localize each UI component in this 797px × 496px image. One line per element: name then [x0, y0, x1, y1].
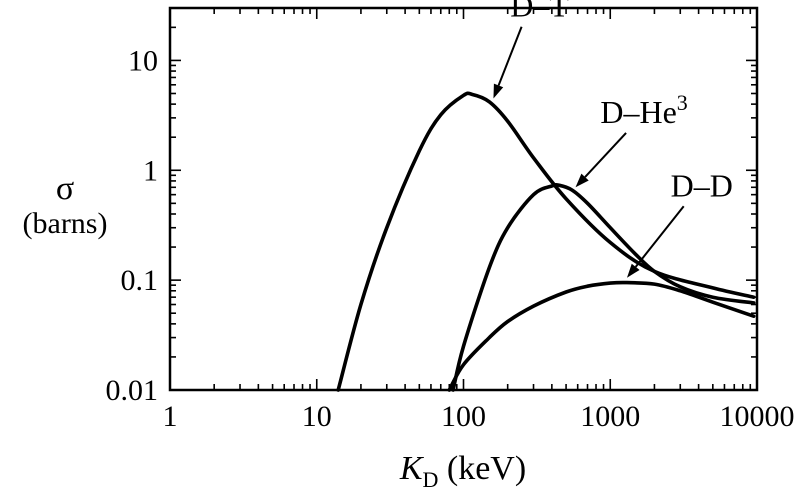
annotations-layer: D–T D–He3 D–D [493, 0, 733, 278]
arrow-d-d [634, 205, 685, 268]
y-tick-label-10: 10 [128, 44, 158, 77]
arrowhead-d-he3 [575, 173, 589, 188]
ticks-layer [169, 7, 758, 391]
series-label-d-t: D–T [510, 0, 569, 24]
x-tick-label-1000: 1000 [580, 400, 640, 433]
x-tick-label-100: 100 [441, 400, 486, 433]
tick-labels-layer: 1 10 100 1000 10000 0.01 0.1 1 10 [106, 44, 795, 433]
series-line-d-d [447, 280, 756, 392]
arrow-d-he3 [584, 132, 627, 178]
x-axis-label: KD (keV) [399, 450, 526, 492]
y-tick-label-0-1: 0.1 [121, 264, 159, 297]
series-label-d-he3: D–He3 [600, 90, 687, 130]
arrow-d-t [497, 26, 523, 86]
y-axis-symbol: σ [56, 170, 74, 207]
curves-layer [336, 91, 756, 392]
x-tick-label-1: 1 [163, 400, 178, 433]
y-axis-unit: (barns) [23, 207, 108, 240]
y-tick-label-1: 1 [143, 154, 158, 187]
arrowhead-d-t [493, 83, 504, 99]
x-tick-label-10: 10 [302, 400, 332, 433]
arrowhead-d-d [626, 263, 640, 278]
x-tick-label-10000: 10000 [720, 400, 795, 433]
series-line-d-t [336, 91, 756, 392]
series-line-d-he3 [451, 182, 756, 392]
plot-frame [168, 6, 759, 392]
series-label-d-d: D–D [671, 167, 733, 203]
y-tick-label-0-01: 0.01 [106, 374, 159, 407]
